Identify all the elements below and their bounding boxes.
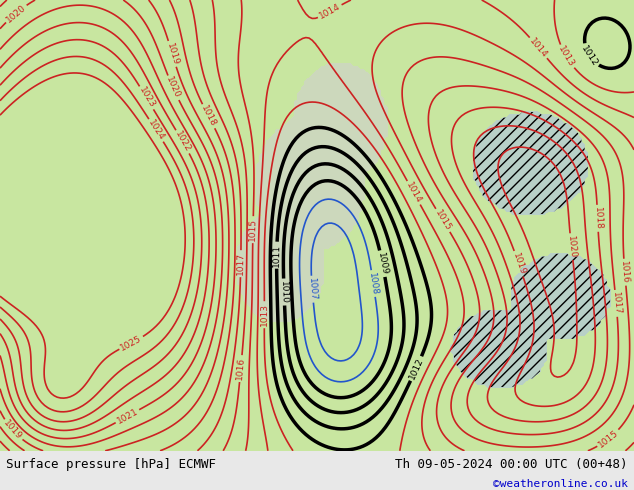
Text: 1011: 1011 bbox=[272, 244, 281, 267]
Text: 1019: 1019 bbox=[2, 418, 23, 442]
Text: 1020: 1020 bbox=[164, 75, 182, 100]
Text: 1007: 1007 bbox=[307, 277, 318, 301]
Text: 1012: 1012 bbox=[407, 356, 425, 381]
Text: 1016: 1016 bbox=[235, 357, 246, 380]
Text: ©weatheronline.co.uk: ©weatheronline.co.uk bbox=[493, 479, 628, 489]
Text: 1017: 1017 bbox=[236, 252, 245, 275]
Text: 1009: 1009 bbox=[376, 251, 389, 276]
Text: 1014: 1014 bbox=[527, 36, 549, 59]
Text: 1014: 1014 bbox=[318, 2, 342, 21]
Text: 1020: 1020 bbox=[566, 235, 577, 259]
Text: 1015: 1015 bbox=[433, 208, 453, 233]
Text: 1013: 1013 bbox=[557, 45, 576, 69]
Text: 1018: 1018 bbox=[199, 104, 218, 128]
Text: 1014: 1014 bbox=[404, 181, 423, 205]
Text: 1015: 1015 bbox=[249, 218, 258, 241]
Text: Surface pressure [hPa] ECMWF: Surface pressure [hPa] ECMWF bbox=[6, 458, 216, 471]
Text: Th 09-05-2024 00:00 UTC (00+48): Th 09-05-2024 00:00 UTC (00+48) bbox=[395, 458, 628, 471]
Text: 1022: 1022 bbox=[173, 130, 192, 154]
Text: 1016: 1016 bbox=[619, 260, 630, 284]
Text: 1021: 1021 bbox=[115, 407, 139, 426]
Text: 1015: 1015 bbox=[597, 428, 620, 449]
Text: 1024: 1024 bbox=[146, 118, 166, 143]
Text: 1017: 1017 bbox=[611, 292, 622, 315]
Text: 1019: 1019 bbox=[165, 42, 180, 66]
Text: 1013: 1013 bbox=[260, 303, 269, 326]
Text: 1020: 1020 bbox=[4, 2, 28, 24]
Text: 1012: 1012 bbox=[579, 44, 599, 68]
Text: 1010: 1010 bbox=[279, 280, 289, 304]
Text: 1023: 1023 bbox=[137, 86, 157, 110]
Text: 1019: 1019 bbox=[511, 251, 527, 276]
Text: 1018: 1018 bbox=[593, 207, 603, 230]
Text: 1008: 1008 bbox=[367, 271, 379, 295]
Text: 1025: 1025 bbox=[119, 334, 143, 352]
